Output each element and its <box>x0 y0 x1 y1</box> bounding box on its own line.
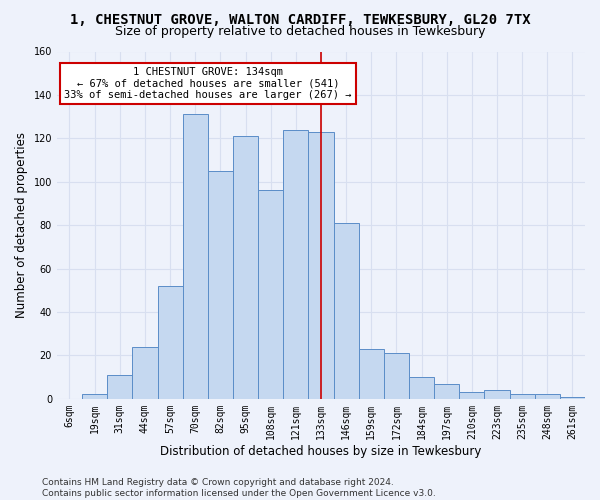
Bar <box>535 394 560 399</box>
Bar <box>560 396 585 399</box>
Bar <box>509 394 535 399</box>
Text: 1 CHESTNUT GROVE: 134sqm
← 67% of detached houses are smaller (541)
33% of semi-: 1 CHESTNUT GROVE: 134sqm ← 67% of detach… <box>64 66 352 100</box>
Bar <box>359 349 384 399</box>
Bar <box>182 114 208 399</box>
Bar <box>484 390 509 399</box>
Bar <box>258 190 283 399</box>
Bar <box>384 353 409 399</box>
Bar <box>283 130 308 399</box>
Bar <box>459 392 484 399</box>
X-axis label: Distribution of detached houses by size in Tewkesbury: Distribution of detached houses by size … <box>160 444 482 458</box>
Bar <box>308 132 334 399</box>
Bar <box>334 223 359 399</box>
Y-axis label: Number of detached properties: Number of detached properties <box>15 132 28 318</box>
Text: Size of property relative to detached houses in Tewkesbury: Size of property relative to detached ho… <box>115 25 485 38</box>
Bar <box>434 384 459 399</box>
Bar <box>133 346 158 399</box>
Bar <box>233 136 258 399</box>
Bar <box>158 286 182 399</box>
Bar <box>107 375 133 399</box>
Bar <box>82 394 107 399</box>
Text: 1, CHESTNUT GROVE, WALTON CARDIFF, TEWKESBURY, GL20 7TX: 1, CHESTNUT GROVE, WALTON CARDIFF, TEWKE… <box>70 12 530 26</box>
Text: Contains HM Land Registry data © Crown copyright and database right 2024.
Contai: Contains HM Land Registry data © Crown c… <box>42 478 436 498</box>
Bar <box>409 377 434 399</box>
Bar <box>208 171 233 399</box>
